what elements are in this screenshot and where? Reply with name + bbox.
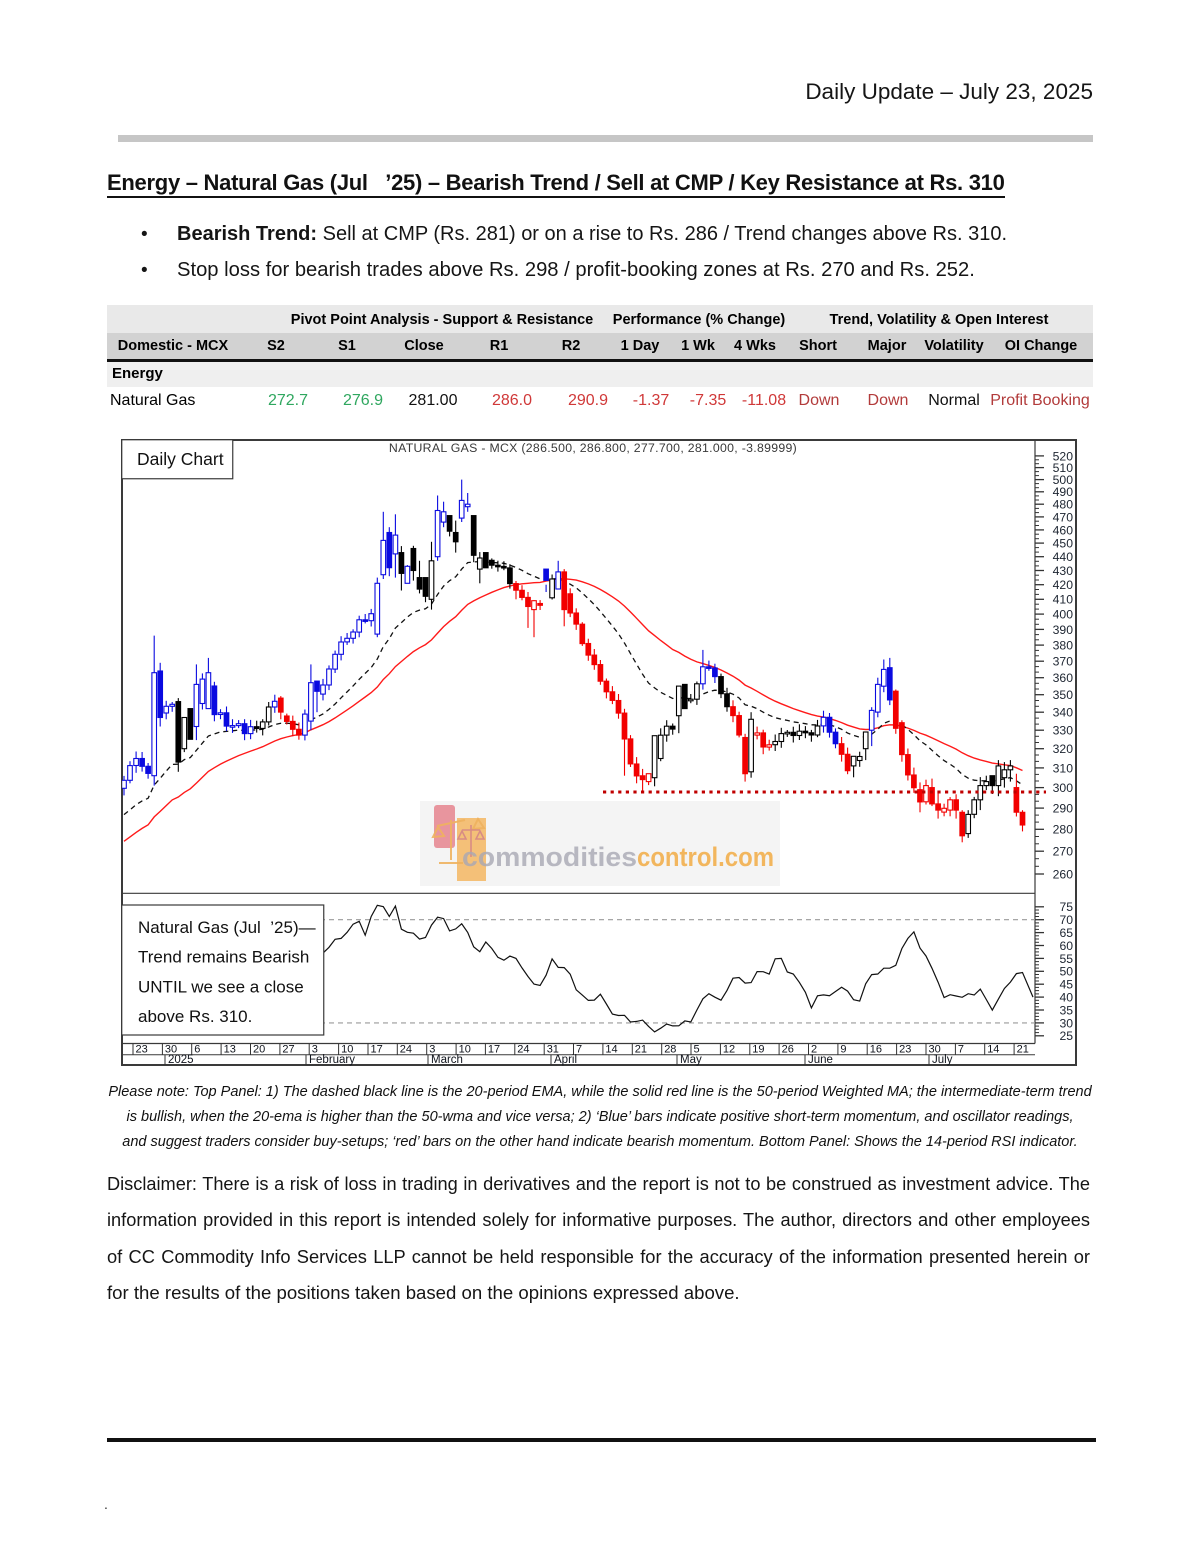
svg-text:370: 370 [1053, 655, 1074, 669]
svg-text:65: 65 [1059, 926, 1073, 940]
svg-text:6: 6 [194, 1043, 200, 1055]
svg-text:2025: 2025 [168, 1054, 194, 1066]
svg-text:30: 30 [1059, 1016, 1073, 1030]
svg-text:17: 17 [371, 1043, 383, 1055]
svg-text:300: 300 [1053, 781, 1074, 795]
svg-text:31: 31 [547, 1043, 559, 1055]
svg-text:21: 21 [1017, 1043, 1029, 1055]
svg-text:14: 14 [605, 1043, 617, 1055]
svg-text:July: July [932, 1054, 953, 1066]
svg-text:May: May [680, 1054, 702, 1066]
svg-text:380: 380 [1053, 639, 1074, 653]
svg-text:30: 30 [929, 1043, 941, 1055]
svg-text:3: 3 [312, 1043, 318, 1055]
svg-text:310: 310 [1053, 761, 1074, 775]
svg-text:420: 420 [1053, 578, 1074, 592]
svg-text:NATURAL GAS - MCX (286.500, 28: NATURAL GAS - MCX (286.500, 286.800, 277… [389, 441, 797, 455]
svg-text:23: 23 [136, 1043, 148, 1055]
svg-text:35: 35 [1059, 1003, 1073, 1017]
svg-text:520: 520 [1053, 449, 1074, 463]
svg-text:7: 7 [576, 1043, 582, 1055]
svg-text:28: 28 [664, 1043, 676, 1055]
svg-text:430: 430 [1053, 564, 1074, 578]
svg-text:40: 40 [1059, 991, 1073, 1005]
svg-text:10: 10 [459, 1043, 471, 1055]
svg-text:260: 260 [1053, 867, 1074, 881]
svg-text:400: 400 [1053, 608, 1074, 622]
svg-text:26: 26 [782, 1043, 794, 1055]
svg-text:330: 330 [1053, 724, 1074, 738]
svg-text:410: 410 [1053, 593, 1074, 607]
svg-text:2: 2 [811, 1043, 817, 1055]
svg-text:25: 25 [1059, 1029, 1073, 1043]
svg-text:Daily Chart: Daily Chart [137, 449, 224, 469]
svg-text:490: 490 [1053, 485, 1074, 499]
svg-text:470: 470 [1053, 510, 1074, 524]
svg-text:510: 510 [1053, 461, 1074, 475]
svg-text:above Rs. 310.: above Rs. 310. [138, 1007, 252, 1026]
svg-text:45: 45 [1059, 978, 1073, 992]
svg-text:February: February [309, 1054, 355, 1066]
svg-text:280: 280 [1053, 823, 1074, 837]
svg-text:12: 12 [723, 1043, 735, 1055]
svg-text:450: 450 [1053, 537, 1074, 551]
svg-text:320: 320 [1053, 742, 1074, 756]
svg-text:5: 5 [694, 1043, 700, 1055]
svg-text:7: 7 [958, 1043, 964, 1055]
svg-text:Natural Gas (Jul ’25)—: Natural Gas (Jul ’25)— [138, 918, 316, 937]
svg-text:50: 50 [1059, 965, 1073, 979]
svg-text:270: 270 [1053, 845, 1074, 859]
svg-text:20: 20 [253, 1043, 265, 1055]
svg-text:23: 23 [899, 1043, 911, 1055]
svg-text:16: 16 [870, 1043, 882, 1055]
svg-text:340: 340 [1053, 706, 1074, 720]
svg-text:March: March [431, 1054, 463, 1066]
svg-text:70: 70 [1059, 913, 1073, 927]
svg-text:June: June [808, 1054, 833, 1066]
svg-text:75: 75 [1059, 900, 1073, 914]
svg-text:500: 500 [1053, 473, 1074, 487]
svg-text:21: 21 [635, 1043, 647, 1055]
svg-text:350: 350 [1053, 688, 1074, 702]
svg-text:control.com: control.com [637, 842, 774, 872]
svg-text:14: 14 [987, 1043, 999, 1055]
svg-text:360: 360 [1053, 671, 1074, 685]
svg-text:460: 460 [1053, 523, 1074, 537]
svg-text:440: 440 [1053, 550, 1074, 564]
svg-text:19: 19 [752, 1043, 764, 1055]
svg-text:60: 60 [1059, 939, 1073, 953]
svg-text:24: 24 [400, 1043, 412, 1055]
svg-text:30: 30 [165, 1043, 177, 1055]
svg-text:24: 24 [517, 1043, 529, 1055]
svg-text:17: 17 [488, 1043, 500, 1055]
svg-text:UNTIL we see a close: UNTIL we see a close [138, 977, 304, 996]
svg-text:commodities: commodities [462, 842, 637, 872]
svg-text:13: 13 [224, 1043, 236, 1055]
svg-text:480: 480 [1053, 498, 1074, 512]
svg-text:10: 10 [341, 1043, 353, 1055]
svg-text:27: 27 [282, 1043, 294, 1055]
svg-text:April: April [554, 1054, 577, 1066]
svg-text:9: 9 [840, 1043, 846, 1055]
svg-text:390: 390 [1053, 623, 1074, 637]
svg-text:3: 3 [429, 1043, 435, 1055]
svg-text:55: 55 [1059, 952, 1073, 966]
svg-text:Trend remains Bearish: Trend remains Bearish [138, 948, 309, 967]
svg-text:290: 290 [1053, 802, 1074, 816]
